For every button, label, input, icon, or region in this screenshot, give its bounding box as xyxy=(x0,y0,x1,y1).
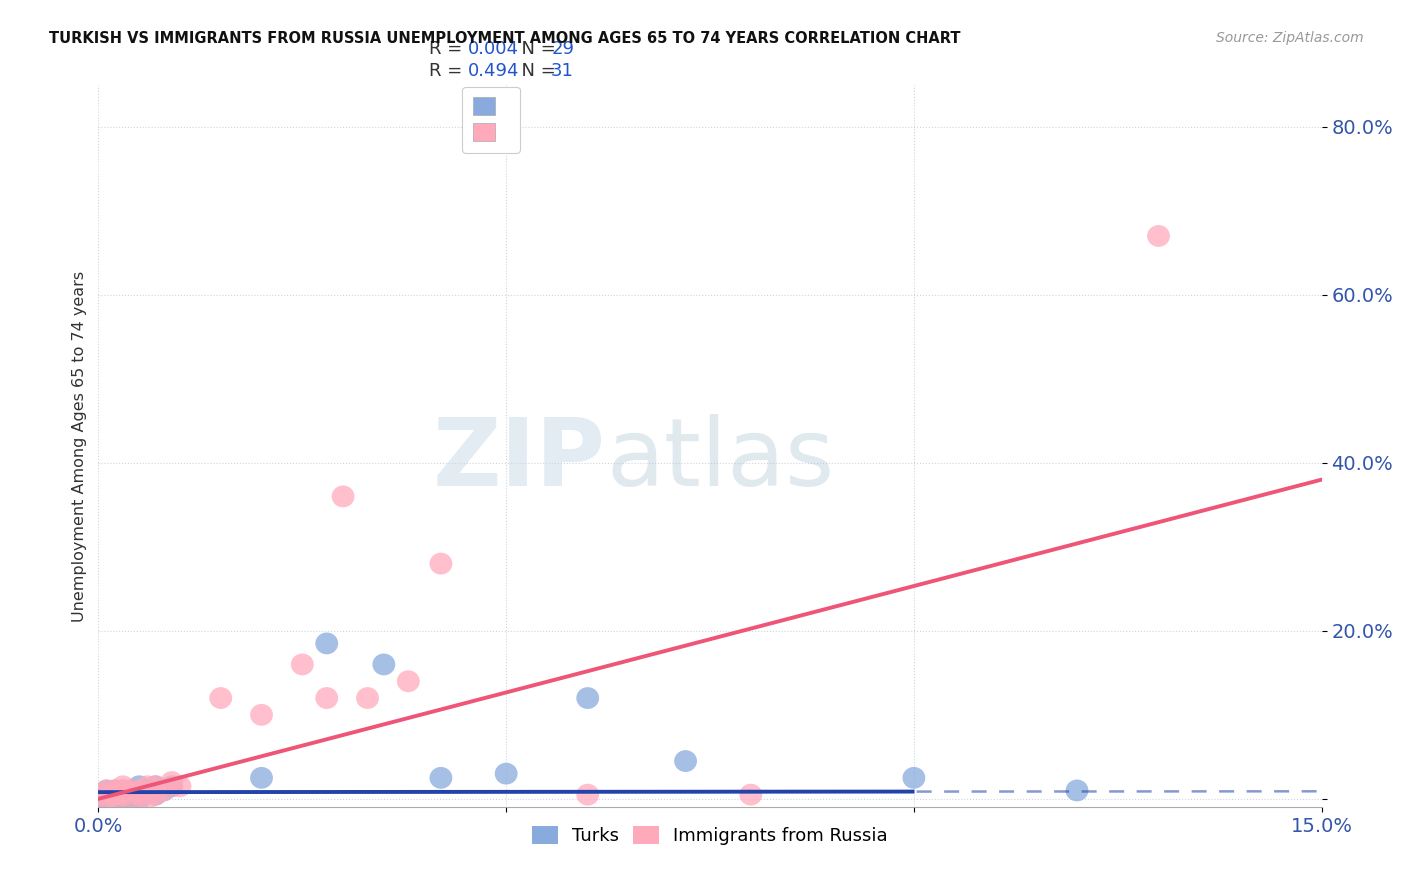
Text: 31: 31 xyxy=(551,62,574,80)
Text: 29: 29 xyxy=(551,40,574,58)
Text: atlas: atlas xyxy=(606,415,834,507)
Text: Source: ZipAtlas.com: Source: ZipAtlas.com xyxy=(1216,31,1364,45)
Text: N =: N = xyxy=(510,40,562,58)
Text: R =: R = xyxy=(429,62,468,80)
Text: R =: R = xyxy=(429,40,468,58)
Text: ZIP: ZIP xyxy=(433,415,606,507)
Text: 0.494: 0.494 xyxy=(468,62,520,80)
Text: TURKISH VS IMMIGRANTS FROM RUSSIA UNEMPLOYMENT AMONG AGES 65 TO 74 YEARS CORRELA: TURKISH VS IMMIGRANTS FROM RUSSIA UNEMPL… xyxy=(49,31,960,46)
Text: N =: N = xyxy=(510,62,562,80)
Legend: Turks, Immigrants from Russia: Turks, Immigrants from Russia xyxy=(524,819,896,853)
Y-axis label: Unemployment Among Ages 65 to 74 years: Unemployment Among Ages 65 to 74 years xyxy=(72,270,87,622)
Text: 0.004: 0.004 xyxy=(468,40,519,58)
